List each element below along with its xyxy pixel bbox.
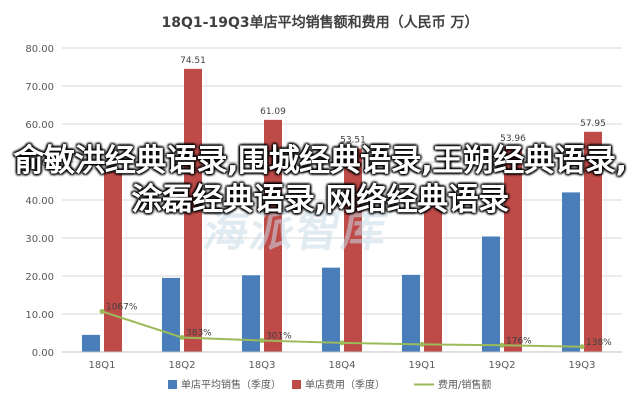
bar-单店费用（季度）-18Q1 — [104, 171, 122, 352]
line-point — [499, 342, 505, 348]
y-tick-label: 70.00 — [25, 82, 54, 93]
x-tick-label: 19Q3 — [569, 360, 596, 371]
bar-单店平均销售（季度）-18Q2 — [162, 277, 180, 352]
legend-swatch — [168, 380, 177, 389]
y-axis: 0.00 10.00 20.00 30.00 40.00 50.00 60.00 70.00 8… — [25, 44, 54, 359]
line-point — [259, 338, 265, 344]
bar-单店平均销售（季度）-19Q2 — [482, 236, 500, 352]
x-tick-label: 19Q2 — [489, 360, 516, 371]
bar-单店费用（季度）-18Q4 — [344, 148, 362, 352]
bar-单店平均销售（季度）-18Q3 — [242, 275, 260, 352]
ratio-line: 1067% 383% 301% 176% 138% — [99, 302, 612, 350]
bar-单店费用（季度）-19Q1 — [424, 198, 442, 352]
bar-单店平均销售（季度）-18Q1 — [82, 334, 100, 352]
line-point — [99, 308, 105, 314]
line-data-label: 138% — [586, 338, 612, 348]
line-data-label: 1067% — [106, 302, 138, 312]
y-tick-label: 80.00 — [25, 44, 54, 55]
bars: 74.51 61.09 53.51 53.96 57.95 — [82, 56, 606, 352]
chart-title: 18Q1-19Q3单店平均销售额和费用（人民币 万） — [162, 14, 479, 31]
bar-单店费用（季度）-19Q2 — [504, 146, 522, 352]
bar-单店平均销售（季度）-18Q4 — [322, 267, 340, 352]
legend-label: 单店平均销售（季度） — [181, 378, 281, 391]
data-label: 57.95 — [580, 119, 606, 129]
y-tick-label: 20.00 — [25, 272, 54, 283]
legend-label: 费用/销售额 — [438, 378, 491, 391]
legend: 单店平均销售（季度） 单店费用（季度） 费用/销售额 — [168, 378, 491, 391]
line-data-label: 301% — [266, 332, 292, 342]
legend-swatch — [292, 380, 301, 389]
x-tick-label: 18Q2 — [169, 360, 196, 371]
line-point — [179, 334, 185, 340]
y-tick-label: 10.00 — [25, 310, 54, 321]
x-axis: 18Q1 18Q2 18Q3 18Q4 19Q1 19Q2 19Q3 — [62, 351, 622, 371]
y-tick-label: 30.00 — [25, 234, 54, 245]
y-tick-label: 0.00 — [32, 348, 54, 359]
data-label: 74.51 — [180, 56, 206, 66]
data-label: 53.51 — [340, 136, 366, 146]
y-tick-label: 40.00 — [25, 196, 54, 207]
bar-单店平均销售（季度）-19Q1 — [402, 274, 420, 352]
legend-label: 单店费用（季度） — [305, 378, 385, 391]
bar-单店费用（季度）-18Q2 — [184, 68, 202, 352]
bar-单店平均销售（季度）-19Q3 — [562, 192, 580, 352]
data-label: 61.09 — [260, 107, 286, 117]
x-tick-label: 18Q4 — [329, 360, 356, 371]
line-data-label: 383% — [186, 328, 212, 338]
y-tick-label: 50.00 — [25, 158, 54, 169]
bar-单店费用（季度）-18Q3 — [264, 119, 282, 352]
y-tick-label: 60.00 — [25, 120, 54, 131]
line-point — [339, 340, 345, 346]
watermark: 海派智库 — [199, 206, 393, 257]
bar-单店费用（季度）-19Q3 — [584, 131, 602, 352]
x-tick-label: 18Q1 — [89, 360, 116, 371]
line-point — [579, 344, 585, 350]
data-label: 53.96 — [500, 134, 526, 144]
line-data-label: 176% — [506, 336, 532, 346]
x-tick-label: 19Q1 — [409, 360, 436, 371]
line-point — [419, 341, 425, 347]
x-tick-label: 18Q3 — [249, 360, 276, 371]
